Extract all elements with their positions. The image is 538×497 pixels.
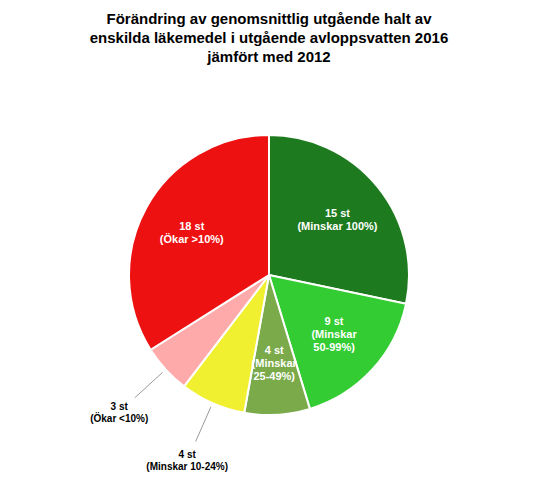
category-label: (Minskar 100%) [297,220,377,232]
leader-line [135,372,163,398]
category-label: (Minskar50-99%) [311,328,357,353]
pie [129,135,409,415]
data-label: 4 st [179,449,197,460]
leader-line [196,407,211,442]
title-line: Förändring av genomsnittlig utgående hal… [106,10,432,27]
labels: 15 st(Minskar 100%)9 st(Minskar50-99%)4 … [90,207,378,472]
data-label: 9 st [325,315,344,327]
category-label-line: (Minskar 100%) [297,220,377,232]
category-label-line: 25-49%) [253,370,295,382]
data-label: 15 st [325,207,350,219]
category-label-line: 50-99%) [313,341,355,353]
chart-title: Förändring av genomsnittlig utgående hal… [90,10,448,65]
data-label: 3 st [111,401,129,412]
data-label: 18 st [179,220,204,232]
chart-root: Förändring av genomsnittlig utgående hal… [0,0,538,497]
title-line: enskilda läkemedel i utgående avloppsvat… [90,29,448,46]
category-label: (Minskar 10-24%) [146,461,228,472]
pie-slice [129,135,269,350]
category-label: (Ökar >10%) [160,233,224,245]
category-label: (Ökar <10%) [90,412,148,424]
category-label-line: (Minskar [252,357,298,369]
data-label: 4 st [265,344,284,356]
category-label-line: (Ökar <10%) [90,412,148,424]
category-label-line: (Minskar 10-24%) [146,461,228,472]
category-label-line: (Minskar [311,328,357,340]
title-line: jämfört med 2012 [206,48,330,65]
category-label: (Minskar25-49%) [252,357,298,382]
category-label-line: (Ökar >10%) [160,233,224,245]
